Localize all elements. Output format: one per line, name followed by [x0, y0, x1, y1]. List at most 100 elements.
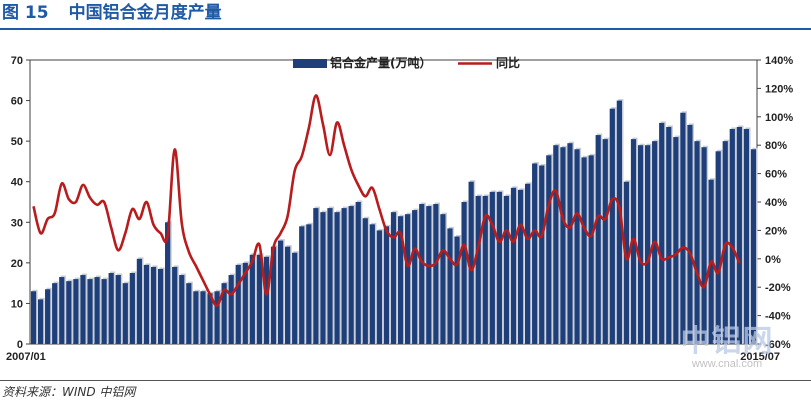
production-bar	[503, 195, 510, 344]
production-bar	[694, 141, 700, 344]
production-bar	[249, 254, 255, 344]
right-axis-tick-label: 100%	[765, 112, 793, 124]
production-bar	[179, 275, 185, 344]
left-axis-tick-label: 10	[11, 298, 23, 310]
production-bar	[228, 275, 234, 344]
left-axis-tick-label: 50	[11, 136, 23, 148]
production-bar	[687, 124, 693, 345]
right-axis-tick-label: -60%	[765, 339, 791, 351]
production-bar	[616, 100, 622, 344]
production-bar	[143, 264, 150, 344]
production-bar	[539, 165, 545, 344]
production-bar	[299, 226, 305, 344]
production-bar	[320, 212, 326, 344]
production-bar	[426, 206, 432, 344]
production-bar	[369, 224, 375, 344]
production-bar	[221, 283, 227, 344]
watermark: 中铝网 www.cnal.com	[672, 324, 782, 371]
legend-label-line: 同比	[496, 55, 520, 70]
production-bar	[80, 275, 86, 344]
production-bar	[150, 266, 157, 344]
production-bar	[73, 279, 79, 344]
right-axis-tick-label: 140%	[765, 55, 793, 67]
production-bar	[659, 122, 665, 344]
production-bar	[637, 145, 644, 344]
production-bar	[157, 268, 164, 344]
production-bar	[680, 112, 686, 344]
production-bar	[285, 246, 291, 344]
production-bar	[595, 135, 601, 344]
production-bar	[715, 151, 721, 344]
production-bar	[602, 139, 608, 344]
production-bar	[242, 262, 248, 344]
production-bar	[496, 191, 502, 344]
production-bar	[334, 212, 340, 344]
production-bar	[313, 208, 319, 344]
production-bar	[482, 195, 488, 344]
production-bar	[270, 246, 277, 344]
figure-title-text: 中国铝合金月度产量	[68, 3, 222, 23]
production-bar	[165, 222, 171, 344]
production-bar	[517, 189, 524, 344]
production-bar	[362, 218, 368, 344]
production-bar	[341, 208, 347, 344]
production-bar	[489, 191, 495, 344]
production-bar	[750, 149, 757, 344]
production-bar	[743, 128, 750, 344]
production-bar	[574, 149, 580, 344]
production-bar	[701, 147, 707, 344]
production-bar	[172, 266, 178, 344]
production-bar	[292, 252, 298, 344]
production-bar	[397, 216, 404, 344]
production-bar	[609, 108, 615, 344]
production-chart: 0 10 20 30 40 50 60 70 -60% -40% -20% 0% 20% 40% 60% 80…	[6, 55, 793, 363]
production-bar	[59, 277, 65, 344]
production-bar	[510, 187, 517, 344]
production-bar	[623, 181, 630, 344]
right-axis-tick-label: 80%	[765, 140, 787, 152]
left-axis-tick-label: 40	[11, 177, 23, 189]
right-axis-tick-label: 40%	[765, 197, 787, 209]
production-bar	[581, 157, 587, 344]
legend-label-bars: 铝合金产量(万吨）	[330, 55, 432, 70]
production-bar	[440, 214, 446, 344]
production-bar	[461, 202, 467, 344]
production-bar	[673, 137, 679, 344]
production-bar	[433, 204, 439, 344]
production-bar	[327, 208, 333, 344]
production-bar	[546, 155, 552, 344]
production-bar	[214, 291, 220, 344]
production-bar	[454, 236, 460, 344]
production-bar	[348, 206, 354, 344]
production-bar	[412, 210, 418, 344]
production-bar	[553, 145, 559, 344]
source-note: 资料来源：WIND 中铝网	[2, 385, 136, 399]
title-divider	[0, 28, 811, 30]
production-bar	[736, 126, 742, 344]
production-bar	[129, 273, 135, 344]
production-bar	[256, 254, 263, 344]
production-bar	[235, 264, 241, 344]
production-bar	[419, 204, 425, 344]
production-bar	[376, 230, 382, 344]
production-bar	[588, 155, 594, 344]
production-bar	[560, 147, 566, 344]
x-axis-label-start: 2007/01	[6, 351, 46, 363]
right-axis-tick-label: -20%	[765, 282, 791, 294]
production-bar	[729, 128, 735, 344]
right-axis-tick-label: 20%	[765, 225, 787, 237]
production-bar	[108, 273, 114, 344]
watermark-url: www.cnal.com	[691, 358, 763, 370]
figure-number: 图 15	[2, 3, 49, 23]
production-bar	[468, 181, 474, 344]
production-bar	[475, 195, 481, 344]
left-axis-tick-label: 30	[11, 217, 23, 229]
production-bar	[405, 214, 411, 344]
production-bar	[94, 277, 100, 344]
production-bar	[277, 240, 284, 344]
watermark-logo-text: 中铝网	[680, 324, 774, 359]
production-bar	[390, 212, 397, 344]
production-bar	[37, 299, 44, 344]
production-bar	[666, 126, 672, 344]
production-bar	[630, 139, 637, 344]
